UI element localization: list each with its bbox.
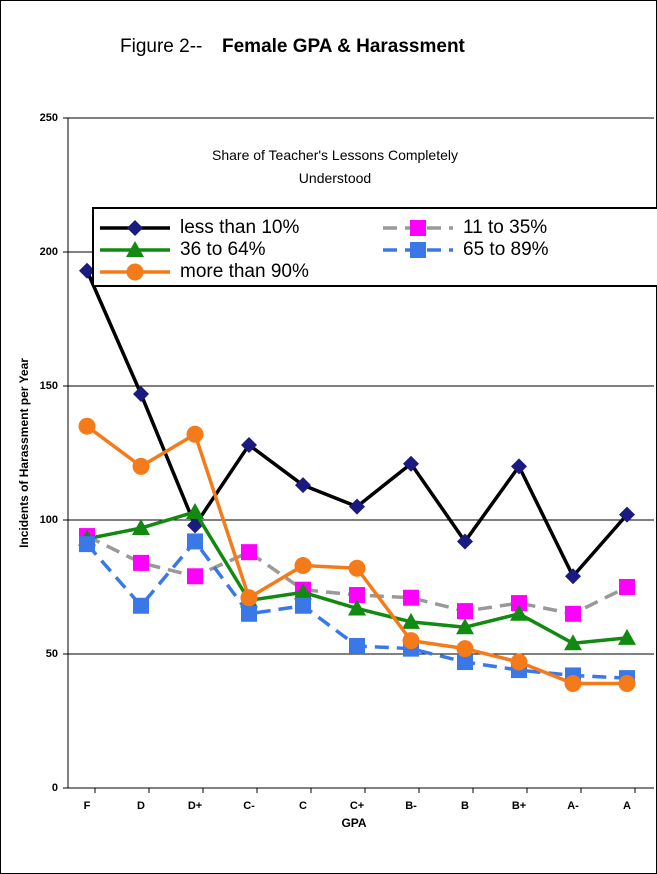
marker xyxy=(618,628,636,645)
x-tick-label: A- xyxy=(567,800,579,812)
y-tick-label: 150 xyxy=(40,380,58,392)
marker xyxy=(186,502,204,519)
marker xyxy=(565,568,581,585)
marker xyxy=(456,640,474,658)
marker xyxy=(349,637,365,654)
legend-marker xyxy=(126,263,144,281)
legend-marker xyxy=(126,241,144,257)
marker xyxy=(511,458,527,475)
legend-marker xyxy=(410,242,426,258)
marker xyxy=(402,612,420,629)
marker xyxy=(457,603,473,620)
marker xyxy=(511,595,527,612)
legend-label: less than 10% xyxy=(180,217,299,238)
marker xyxy=(619,506,635,523)
marker xyxy=(619,579,635,595)
marker xyxy=(564,634,582,651)
marker xyxy=(457,533,473,550)
series-line xyxy=(86,510,628,646)
y-tick-label: 0 xyxy=(52,782,58,794)
marker xyxy=(294,557,312,575)
marker xyxy=(348,559,366,577)
marker xyxy=(295,597,311,614)
marker xyxy=(348,599,366,616)
marker xyxy=(402,632,420,650)
marker xyxy=(618,674,636,692)
marker xyxy=(294,583,312,600)
y-tick-label: 200 xyxy=(40,246,58,258)
subtitle: Share of Teacher's Lessons Completely Un… xyxy=(212,147,458,186)
marker xyxy=(187,533,203,550)
marker xyxy=(241,544,257,561)
marker xyxy=(349,587,365,604)
marker xyxy=(133,597,149,614)
x-tick-label: C+ xyxy=(350,800,364,812)
marker xyxy=(240,589,258,607)
marker xyxy=(510,604,528,621)
legend-marker xyxy=(410,220,426,236)
marker xyxy=(510,653,528,671)
marker xyxy=(133,554,149,571)
y-tick-label: 100 xyxy=(40,514,58,526)
x-tick-label: C- xyxy=(243,800,255,812)
x-tick-label: D+ xyxy=(188,800,202,812)
marker xyxy=(564,674,582,692)
x-tick-label: B xyxy=(461,800,469,812)
x-tick-label: B+ xyxy=(512,800,526,812)
marker xyxy=(132,519,150,536)
legend-label: 65 to 89% xyxy=(463,239,549,260)
marker xyxy=(241,436,257,453)
marker xyxy=(132,457,150,475)
marker xyxy=(565,605,581,622)
marker xyxy=(295,477,311,494)
marker xyxy=(403,589,419,606)
marker xyxy=(186,425,204,443)
x-tick-label: A xyxy=(623,800,631,812)
marker xyxy=(457,654,473,671)
x-tick-label: F xyxy=(84,800,91,812)
marker xyxy=(241,605,257,622)
legend-label: 36 to 64% xyxy=(180,239,266,260)
x-axis-label: GPA xyxy=(341,816,366,830)
legend-box xyxy=(92,207,657,287)
y-tick-label: 250 xyxy=(40,112,58,124)
chart-title: Female GPA & Harassment xyxy=(222,36,466,57)
y-tick-label: 50 xyxy=(46,648,58,660)
x-tick-label: C xyxy=(299,800,307,812)
marker xyxy=(133,386,149,403)
legend-label: more than 90% xyxy=(180,261,309,282)
marker xyxy=(187,568,203,585)
x-tick-label: D xyxy=(137,800,145,812)
x-tick-label: B- xyxy=(405,800,417,812)
marker xyxy=(78,417,96,435)
figure-label: Figure 2-- xyxy=(120,36,202,57)
legend-label: 11 to 35% xyxy=(463,217,547,238)
y-axis-label: Incidents of Harassment per Year xyxy=(17,358,31,548)
legend-marker xyxy=(127,220,143,236)
marker xyxy=(79,536,95,553)
marker xyxy=(403,455,419,472)
series-line xyxy=(85,270,629,579)
marker xyxy=(456,618,474,635)
marker xyxy=(79,262,95,279)
marker xyxy=(349,498,365,515)
